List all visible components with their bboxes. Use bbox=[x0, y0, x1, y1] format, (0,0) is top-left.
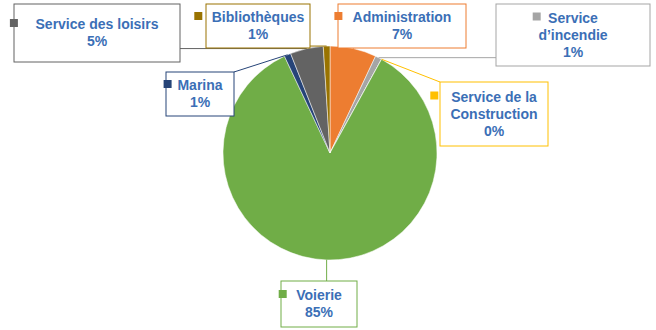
svg-text:Service de laConstruction0%: Service de laConstruction0% bbox=[450, 89, 537, 139]
svg-text:Marina1%: Marina1% bbox=[177, 77, 222, 110]
svg-text:Voierie85%: Voierie85% bbox=[296, 287, 342, 320]
svg-text:Administration7%: Administration7% bbox=[353, 9, 452, 42]
svg-text:Bibliothèques1%: Bibliothèques1% bbox=[212, 9, 305, 42]
svg-text:Service des loisirs5%: Service des loisirs5% bbox=[36, 16, 159, 49]
svg-text:Serviced’incendie1%: Serviced’incendie1% bbox=[538, 10, 607, 60]
